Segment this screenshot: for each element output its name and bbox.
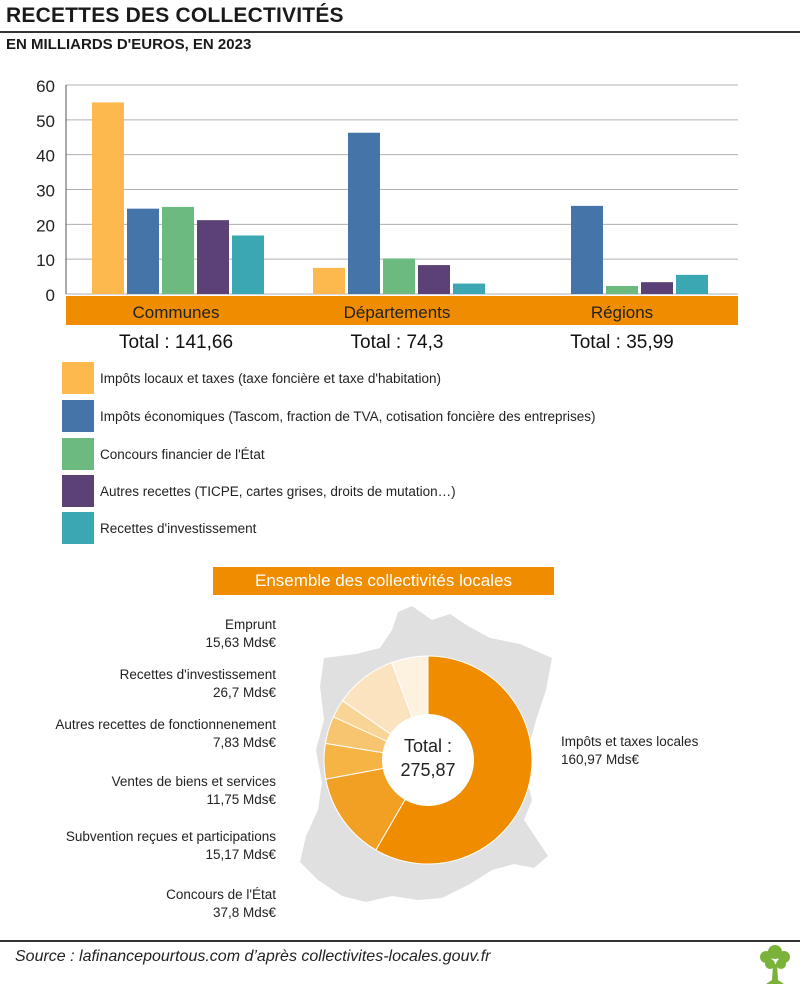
y-tick-label: 30	[36, 182, 55, 201]
y-tick-label: 40	[36, 147, 55, 166]
donut-chart: Total : 275,87	[300, 606, 552, 902]
source-note: Source : lafinancepourtous.com d’après c…	[15, 948, 491, 965]
pie-label-name: Concours de l'État	[166, 887, 276, 902]
legend-label: Impôts locaux et taxes (taxe foncière et…	[100, 370, 442, 386]
bar	[127, 208, 159, 294]
pie-label-concours: Concours de l'État 37,8 Mds€	[166, 886, 276, 922]
chart-subtitle: EN MILLIARDS D'EUROS, EN 2023	[6, 36, 252, 53]
pie-label-impots-taxes: Impôts et taxes locales 160,97 Mds€	[561, 733, 698, 769]
bar	[676, 274, 708, 294]
pie-label-name: Recettes d'investissement	[119, 667, 276, 682]
pie-label-recettes-investissement: Recettes d'investissement 26,7 Mds€	[120, 666, 276, 702]
donut-center-label: Total :	[404, 736, 452, 756]
legend-item-concours: Concours financier de l'État	[62, 438, 265, 470]
legend-swatch	[62, 438, 94, 470]
legend-item-investissement: Recettes d'investissement	[62, 512, 256, 544]
bar	[197, 220, 229, 294]
legend-item-impots-economiques: Impôts économiques (Tascom, fraction de …	[62, 400, 595, 432]
bar-chart: 0 10 20 30 40 50 60 Communes Total : 141,66 Dépar…	[36, 77, 738, 353]
pie-label-value: 37,8 Mds€	[212, 905, 276, 920]
legend-swatch	[62, 400, 94, 432]
bar	[453, 283, 485, 294]
legend-swatch	[62, 362, 94, 394]
chart-title: RECETTES DES COLLECTIVITÉS	[6, 4, 344, 27]
category-total: Total : 74,3	[351, 332, 444, 353]
bar	[162, 206, 194, 294]
bar	[92, 102, 124, 294]
pie-label-emprunt: Emprunt 15,63 Mds€	[205, 616, 276, 652]
pie-label-value: 11,75 Mds€	[206, 792, 276, 807]
donut-hole	[382, 714, 474, 806]
pie-label-name: Subvention reçues et participations	[65, 829, 276, 844]
pie-label-value: 15,17 Mds€	[205, 847, 276, 862]
bar	[606, 285, 638, 294]
pie-label-name: Emprunt	[224, 617, 276, 632]
bar	[418, 265, 450, 294]
bar	[232, 235, 264, 294]
x-category-label: Régions	[591, 303, 653, 322]
pie-section-title: Ensemble des collectivités locales	[213, 567, 554, 595]
y-tick-label: 20	[36, 216, 55, 235]
pie-label-ventes: Ventes de biens et services 11,75 Mds€	[112, 773, 276, 809]
y-tick-label: 0	[46, 286, 55, 305]
legend-label: Recettes d'investissement	[100, 520, 257, 536]
y-tick-label: 50	[36, 112, 55, 131]
x-category-label: Départements	[344, 303, 451, 322]
footer-divider	[0, 940, 800, 942]
pie-label-subvention: Subvention reçues et participations 15,1…	[66, 828, 276, 864]
donut-center-value: 275,87	[400, 760, 455, 780]
pie-label-name: Ventes de biens et services	[111, 774, 276, 789]
pie-label-name: Autres recettes de fonctionnenement	[55, 717, 276, 732]
category-total: Total : 141,66	[119, 332, 233, 353]
bar	[641, 282, 673, 294]
pie-label-autres-recettes: Autres recettes de fonctionnenement 7,83…	[55, 716, 276, 752]
pie-label-value: 7,83 Mds€	[212, 735, 276, 750]
x-category-label: Communes	[133, 303, 220, 322]
bar	[313, 267, 345, 294]
legend-label: Impôts économiques (Tascom, fraction de …	[100, 408, 596, 424]
y-tick-label: 60	[36, 77, 55, 96]
pie-label-name: Impôts et taxes locales	[561, 734, 699, 749]
legend-label: Autres recettes (TICPE, cartes grises, d…	[100, 483, 456, 499]
pie-label-value: 26,7 Mds€	[212, 685, 276, 700]
bar	[571, 205, 603, 294]
legend-label: Concours financier de l'État	[100, 446, 265, 462]
y-tick-label: 10	[36, 251, 55, 270]
tree-logo-icon	[760, 945, 790, 984]
bar	[348, 132, 380, 294]
title-divider	[0, 31, 800, 33]
legend-swatch	[62, 475, 94, 507]
legend-item-autres-recettes: Autres recettes (TICPE, cartes grises, d…	[62, 475, 456, 507]
bar	[383, 258, 415, 294]
legend-swatch	[62, 512, 94, 544]
pie-label-value: 15,63 Mds€	[205, 635, 276, 650]
pie-label-value: 160,97 Mds€	[561, 752, 640, 767]
category-band	[66, 296, 738, 325]
category-total: Total : 35,99	[570, 332, 674, 353]
legend-item-impots-locaux: Impôts locaux et taxes (taxe foncière et…	[62, 362, 441, 394]
